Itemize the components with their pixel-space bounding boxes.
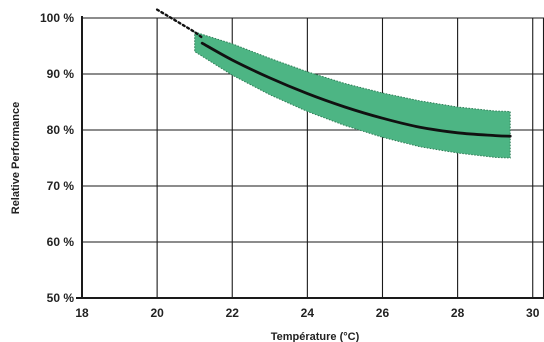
x-tick-label-20: 20 xyxy=(150,306,164,320)
x-tick-label-18: 18 xyxy=(75,306,89,320)
x-axis-label: Température (°C) xyxy=(271,331,360,342)
y-tick-label-70: 70 % xyxy=(47,179,75,193)
y-axis-label: Relative Performance xyxy=(10,102,22,215)
axes xyxy=(76,16,544,299)
x-tick-label-26: 26 xyxy=(376,306,390,320)
y-tick-label-90: 90 % xyxy=(47,67,75,81)
band-layer xyxy=(194,31,511,159)
y-tick-label-100: 100 % xyxy=(40,11,74,25)
x-tick-label-22: 22 xyxy=(226,306,240,320)
extrapolation-dotted-line xyxy=(155,8,204,39)
tick-labels: 18 20 22 24 26 28 30 50 % 60 % 70 % 80 % 90 % 100 % xyxy=(40,11,540,320)
performance-line xyxy=(200,41,512,138)
confidence-band xyxy=(194,31,511,159)
y-tick-label-50: 50 % xyxy=(47,291,75,305)
line-layer xyxy=(155,8,512,138)
x-tick-label-24: 24 xyxy=(301,306,315,320)
grid xyxy=(82,17,544,298)
y-tick-label-80: 80 % xyxy=(47,123,75,137)
x-tick-label-28: 28 xyxy=(451,306,465,320)
x-tick-label-30: 30 xyxy=(526,306,540,320)
y-tick-label-60: 60 % xyxy=(47,235,75,249)
